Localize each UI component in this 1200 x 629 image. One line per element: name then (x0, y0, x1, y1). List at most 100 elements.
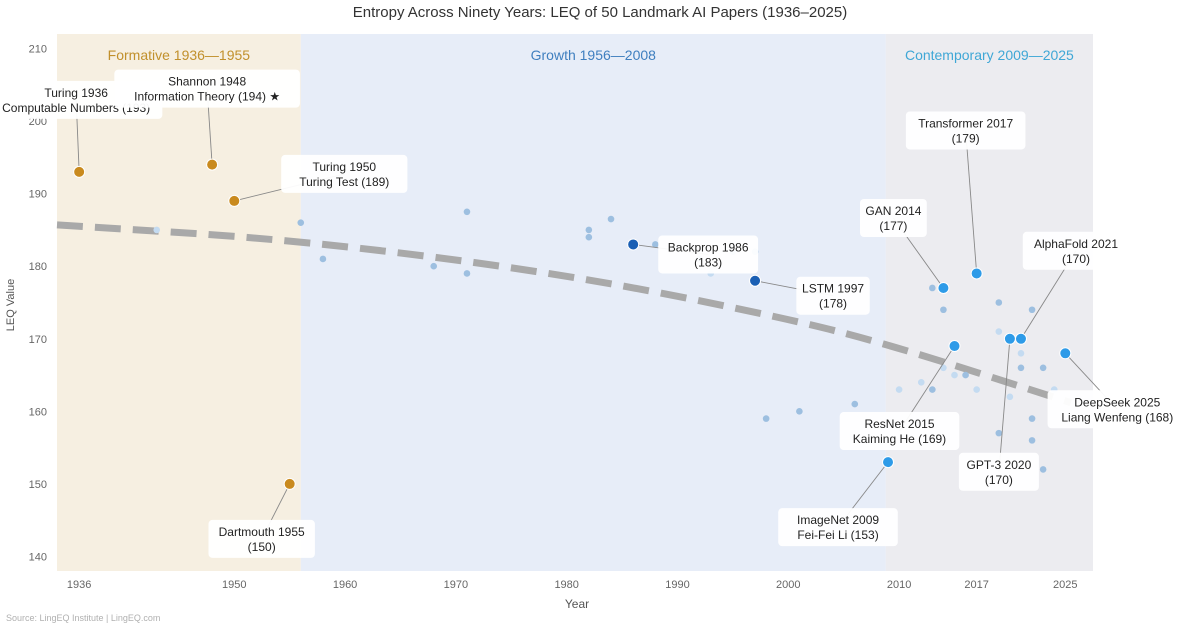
background-point (607, 215, 615, 223)
background-point (951, 371, 958, 379)
background-point (995, 429, 1003, 437)
era-label: Contemporary 2009—2025 (905, 47, 1074, 63)
x-tick-label: 1950 (222, 579, 246, 591)
annotation-label-line: Computable Numbers (193) (2, 101, 150, 115)
annotation-label-line: (179) (952, 131, 980, 145)
annotation-leader (965, 130, 978, 274)
background-point (851, 400, 859, 408)
x-tick-label: 1960 (333, 579, 357, 591)
background-point (1028, 415, 1036, 422)
annotation-box (839, 412, 960, 451)
trend-line (56, 221, 1072, 406)
annotation-box (281, 154, 408, 193)
axes: 1936 1950 1960 1970 1980 1990 2000 2010 2017 2025… (29, 44, 1078, 591)
highlighted-points (73, 158, 1072, 490)
annotation-box (658, 235, 759, 274)
y-tick-label: 140 (29, 551, 47, 563)
annotation-label-line: LSTM 1997 (802, 282, 864, 296)
chart-title: Entropy Across Ninety Years: LEQ of 50 L… (353, 4, 847, 21)
highlighted-point (1003, 332, 1016, 345)
highlighted-point (206, 158, 219, 171)
background-point (1039, 466, 1047, 473)
highlighted-point (73, 165, 86, 178)
annotation-box (1047, 390, 1187, 429)
source-note: Source: LingEQ Institute | LingEQ.com (6, 613, 161, 623)
background-point (652, 241, 659, 248)
background-point (940, 306, 947, 314)
background-point (319, 255, 327, 263)
background-point (585, 233, 593, 241)
background-point (1006, 393, 1014, 401)
background-point (463, 270, 471, 277)
background-point (297, 219, 305, 226)
highlighted-point (228, 194, 241, 207)
annotation-label-line: Information Theory (194) ★ (134, 90, 280, 104)
background-points (153, 208, 1058, 473)
annotation-label-line: (183) (694, 255, 722, 269)
y-axis-title: LEQ Value (5, 279, 17, 331)
annotation-label-line: Backprop 1986 (668, 240, 749, 254)
annotation-leader (998, 338, 1011, 472)
y-tick-label: 210 (29, 44, 47, 56)
background-point (973, 386, 980, 393)
annotation-label-line: Shannon 1948 (168, 75, 246, 89)
background-point (929, 284, 936, 292)
annotation-box (114, 69, 300, 108)
annotation-box (860, 198, 927, 237)
background-point (1028, 306, 1036, 314)
background-point (762, 415, 770, 422)
annotation-box (1022, 231, 1130, 270)
annotation-label-line: Fei-Fei Li (153) (797, 528, 878, 542)
background-point (463, 208, 471, 216)
leq-scatter-chart: Formative 1936—1955 Growth 1956—2008 Conte… (2, 4, 1187, 611)
highlighted-point (937, 281, 950, 294)
annotation-label-line: DeepSeek 2025 (1074, 395, 1160, 409)
background-point (1028, 437, 1036, 444)
annotation-label-line: Turing 1936 (44, 86, 108, 100)
highlighted-point (627, 238, 640, 251)
x-tick-label: 2000 (776, 579, 800, 591)
era-band (57, 34, 301, 571)
background-point (995, 299, 1003, 306)
background-point (796, 408, 803, 415)
background-point (995, 328, 1003, 335)
annotation-label-line: (178) (819, 297, 847, 311)
background-point (917, 379, 925, 386)
annotation-box (905, 111, 1026, 150)
x-tick-label: 1980 (554, 579, 578, 591)
annotation-label-line: Liang Wenfeng (168) (1061, 410, 1173, 424)
x-tick-label: 1990 (665, 579, 689, 591)
trend-line-path (56, 221, 1072, 406)
background-point (940, 364, 947, 372)
annotation-label-line: Turing Test (189) (299, 175, 389, 189)
highlighted-point (1014, 332, 1027, 345)
x-axis-title: Year (565, 597, 589, 611)
background-point (1017, 364, 1025, 372)
x-tick-label: 2017 (964, 579, 988, 591)
annotation-box (796, 276, 870, 315)
y-tick-label: 200 (29, 116, 47, 128)
background-point (430, 262, 438, 270)
x-tick-label: 1970 (444, 579, 468, 591)
era-band (300, 34, 886, 571)
annotation-label-line: GPT-3 2020 (967, 458, 1032, 472)
annotation-label-line: ImageNet 2009 (797, 513, 879, 527)
era-label: Growth 1956—2008 (531, 47, 657, 63)
annotation-label-line: (170) (1062, 252, 1090, 266)
era-label: Formative 1936—1955 (108, 47, 251, 63)
highlighted-point (882, 456, 895, 469)
annotation-label-line: AlphaFold 2021 (1034, 237, 1118, 251)
x-tick-label: 1936 (67, 579, 91, 591)
highlighted-point (970, 267, 983, 280)
annotation-label-line: Transformer 2017 (918, 116, 1013, 130)
highlighted-point (749, 274, 762, 287)
background-point (929, 386, 936, 393)
annotation-label-line: Turing 1950 (312, 160, 376, 174)
background-point (1017, 349, 1025, 357)
annotation-label-line: ResNet 2015 (864, 417, 934, 431)
background-point (962, 371, 969, 379)
annotation-box (208, 519, 315, 558)
x-tick-label: 2010 (887, 579, 911, 591)
x-tick-label: 2025 (1053, 579, 1077, 591)
